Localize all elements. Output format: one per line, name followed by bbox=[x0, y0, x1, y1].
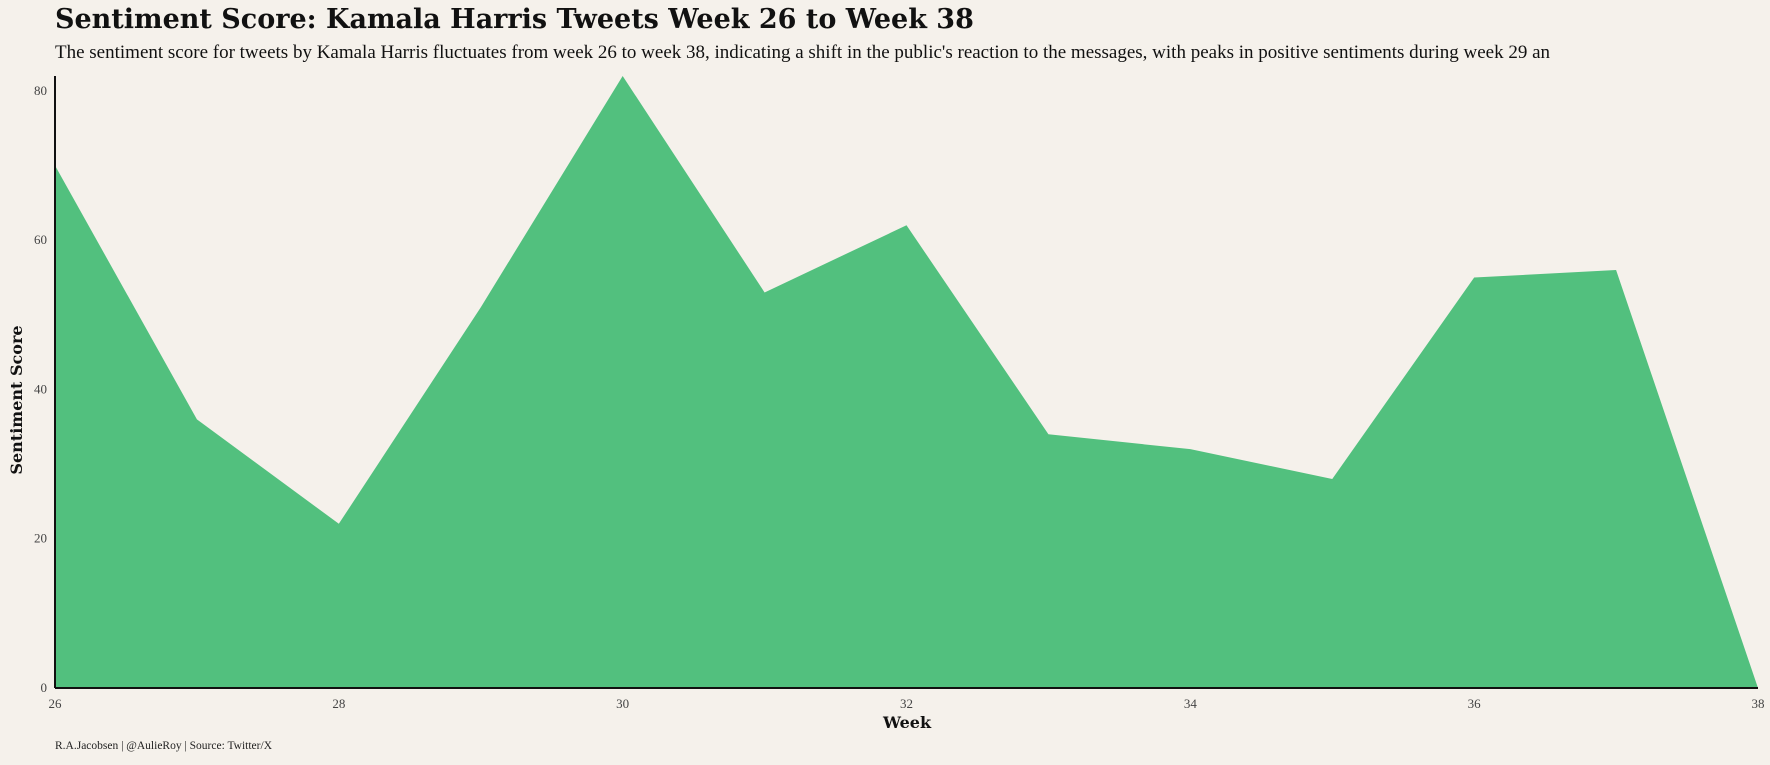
x-tick-label-26: 26 bbox=[49, 696, 63, 711]
y-tick-label-60: 60 bbox=[34, 232, 47, 247]
chart-title: Sentiment Score: Kamala Harris Tweets We… bbox=[55, 4, 974, 35]
source-caption: R.A.Jacobsen | @AulieRoy | Source: Twitt… bbox=[55, 740, 272, 752]
x-tick-label-36: 36 bbox=[1468, 696, 1482, 711]
x-tick-label-30: 30 bbox=[616, 696, 629, 711]
x-tick-label-28: 28 bbox=[332, 696, 345, 711]
y-axis-title: Sentiment Score bbox=[7, 325, 26, 474]
axes: 26 28 30 32 34 36 38 0 20 40 60 80 bbox=[34, 76, 1765, 711]
plot-area bbox=[55, 76, 1758, 688]
series-area bbox=[55, 76, 1758, 688]
y-tick-label-0: 0 bbox=[41, 680, 48, 695]
x-tick-label-38: 38 bbox=[1752, 696, 1765, 711]
x-tick-label-32: 32 bbox=[900, 696, 913, 711]
x-axis-title: Week bbox=[882, 713, 932, 732]
chart-subtitle: The sentiment score for tweets by Kamala… bbox=[55, 42, 1551, 63]
y-tick-label-40: 40 bbox=[34, 381, 47, 396]
y-tick-label-20: 20 bbox=[34, 531, 47, 546]
x-tick-label-34: 34 bbox=[1184, 696, 1198, 711]
y-tick-label-80: 80 bbox=[34, 83, 47, 98]
